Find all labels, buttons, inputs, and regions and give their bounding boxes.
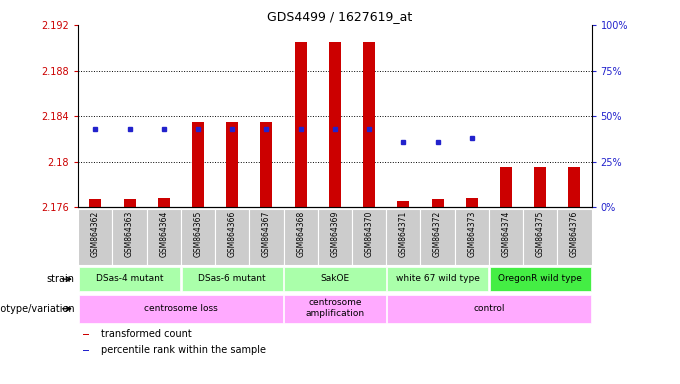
Text: GSM864363: GSM864363 bbox=[125, 211, 134, 257]
Text: GSM864365: GSM864365 bbox=[194, 211, 203, 257]
Text: centrosome loss: centrosome loss bbox=[144, 304, 218, 313]
Text: SakOE: SakOE bbox=[320, 274, 350, 283]
Bar bbox=[432, 199, 443, 207]
Text: transformed count: transformed count bbox=[101, 329, 192, 339]
Bar bbox=[181, 209, 215, 265]
Text: GSM864371: GSM864371 bbox=[399, 211, 408, 257]
Bar bbox=[534, 167, 546, 207]
Bar bbox=[260, 122, 273, 207]
Bar bbox=[192, 122, 204, 207]
Text: GSM864374: GSM864374 bbox=[502, 211, 511, 257]
Bar bbox=[284, 295, 386, 323]
Bar bbox=[158, 198, 170, 207]
Bar bbox=[215, 209, 250, 265]
Bar bbox=[558, 209, 592, 265]
Text: OregonR wild type: OregonR wild type bbox=[498, 274, 582, 283]
Bar bbox=[250, 209, 284, 265]
Bar bbox=[466, 198, 478, 207]
Bar bbox=[318, 209, 352, 265]
Bar bbox=[523, 209, 558, 265]
Text: DSas-6 mutant: DSas-6 mutant bbox=[199, 274, 266, 283]
Text: GSM864368: GSM864368 bbox=[296, 211, 305, 257]
Bar bbox=[352, 209, 386, 265]
Bar bbox=[84, 350, 89, 351]
Bar bbox=[568, 167, 581, 207]
Text: GSM864375: GSM864375 bbox=[536, 211, 545, 257]
Bar bbox=[124, 199, 135, 207]
Text: GSM864369: GSM864369 bbox=[330, 211, 339, 257]
Text: GSM864372: GSM864372 bbox=[433, 211, 442, 257]
Bar bbox=[284, 209, 318, 265]
Bar bbox=[387, 267, 488, 291]
Text: genotype/variation: genotype/variation bbox=[0, 304, 75, 314]
Bar bbox=[79, 295, 283, 323]
Text: GSM864373: GSM864373 bbox=[467, 211, 476, 257]
Bar bbox=[284, 267, 386, 291]
Bar bbox=[79, 267, 180, 291]
Text: GSM864362: GSM864362 bbox=[91, 211, 100, 257]
Bar bbox=[420, 209, 455, 265]
Bar bbox=[112, 209, 147, 265]
Bar bbox=[89, 199, 101, 207]
Bar bbox=[329, 42, 341, 207]
Bar bbox=[363, 42, 375, 207]
Text: GSM864366: GSM864366 bbox=[228, 211, 237, 257]
Text: GSM864364: GSM864364 bbox=[159, 211, 168, 257]
Text: white 67 wild type: white 67 wild type bbox=[396, 274, 479, 283]
Bar bbox=[182, 267, 283, 291]
Bar bbox=[78, 209, 112, 265]
Text: GSM864367: GSM864367 bbox=[262, 211, 271, 257]
Text: control: control bbox=[473, 304, 505, 313]
Text: strain: strain bbox=[47, 274, 75, 284]
Bar bbox=[489, 209, 523, 265]
Bar bbox=[387, 295, 591, 323]
Text: GSM864376: GSM864376 bbox=[570, 211, 579, 257]
Bar bbox=[455, 209, 489, 265]
Text: centrosome
amplification: centrosome amplification bbox=[305, 298, 364, 318]
Bar bbox=[397, 200, 409, 207]
Text: GDS4499 / 1627619_at: GDS4499 / 1627619_at bbox=[267, 10, 413, 23]
Text: DSas-4 mutant: DSas-4 mutant bbox=[96, 274, 163, 283]
Bar bbox=[500, 167, 512, 207]
Text: GSM864370: GSM864370 bbox=[364, 211, 373, 257]
Bar bbox=[490, 267, 591, 291]
Bar bbox=[386, 209, 420, 265]
Text: percentile rank within the sample: percentile rank within the sample bbox=[101, 345, 267, 355]
Bar bbox=[147, 209, 181, 265]
Bar bbox=[226, 122, 238, 207]
Bar bbox=[294, 42, 307, 207]
